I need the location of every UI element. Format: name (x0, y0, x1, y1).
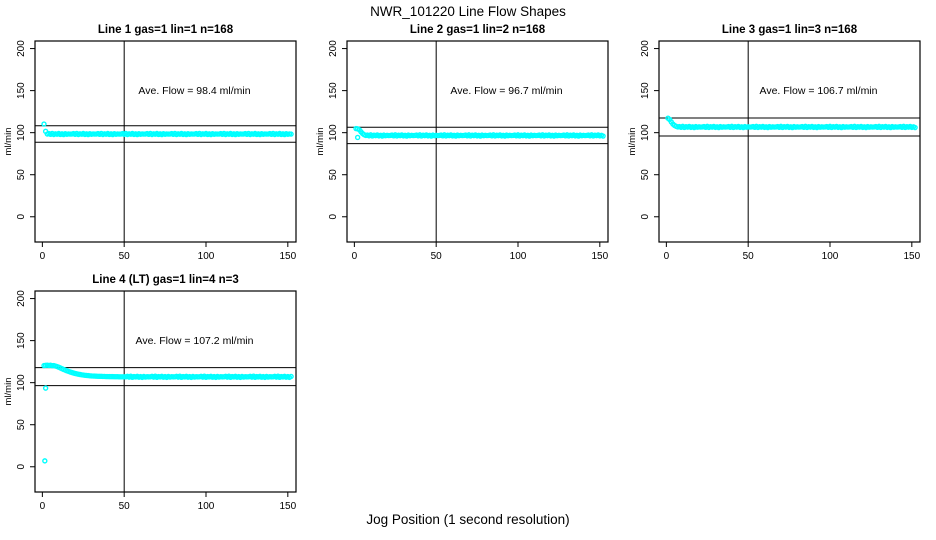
y-tick-label: 50 (16, 169, 27, 181)
y-tick-label: 200 (640, 40, 651, 57)
x-tick-label: 150 (903, 251, 920, 262)
y-tick-label: 100 (640, 124, 651, 141)
y-tick-label: 0 (16, 464, 27, 470)
panel-line-2: Line 2 gas=1 lin=2 n=168 ml/min 0 50 100 15… (315, 24, 609, 262)
y-tick-label: 50 (16, 419, 27, 431)
panel-title: Line 1 gas=1 lin=1 n=168 (98, 24, 234, 36)
panel-title: Line 4 (LT) gas=1 lin=4 n=3 (92, 274, 238, 286)
y-tick-label: 0 (640, 214, 651, 220)
data-point (354, 134, 361, 141)
y-tick-label: 150 (16, 332, 27, 349)
x-tick-label: 50 (743, 251, 755, 262)
y-tick-label: 50 (328, 169, 339, 181)
plot-box (658, 40, 921, 243)
panel-line-4: Line 4 (LT) gas=1 lin=4 n=3 ml/min 0 50 10… (3, 274, 297, 512)
x-tick-label: 150 (279, 251, 296, 262)
y-tick-label: 0 (328, 214, 339, 220)
data-point (912, 124, 918, 131)
x-tick-label: 100 (510, 251, 527, 262)
y-tick-label: 200 (16, 290, 27, 307)
figure-title: NWR_101220 Line Flow Shapes (370, 4, 566, 19)
plot-area: 0 50 100 150 0 50 100 150 200 (16, 40, 297, 262)
data-point (42, 385, 49, 391)
data-point (42, 458, 48, 464)
x-tick-label: 0 (352, 251, 358, 262)
average-flow-annotation: Ave. Flow = 96.7 ml/min (450, 85, 562, 97)
y-tick-label: 200 (16, 40, 27, 57)
y-tick-label: 100 (16, 374, 27, 391)
panel-title: Line 3 gas=1 lin=3 n=168 (722, 24, 858, 36)
plot-area: 0 50 100 150 0 50 100 150 200 (328, 40, 609, 262)
y-tick-label: 0 (16, 214, 27, 220)
x-tick-label: 0 (40, 251, 46, 262)
y-tick-label: 50 (640, 169, 651, 181)
plot-area: 0 50 100 150 0 50 100 150 200 (640, 40, 921, 262)
plot-box (346, 40, 609, 243)
average-flow-annotation: Ave. Flow = 107.2 ml/min (136, 335, 254, 347)
y-tick-label: 200 (328, 40, 339, 57)
x-tick-label: 150 (279, 501, 296, 512)
plot-box (34, 290, 297, 493)
plot-box (34, 40, 297, 243)
x-tick-label: 0 (40, 501, 46, 512)
data-point (288, 373, 294, 380)
y-axis-label: ml/min (3, 378, 14, 406)
average-flow-annotation: Ave. Flow = 106.7 ml/min (760, 85, 878, 97)
plot-area: 0 50 100 150 0 50 100 150 200 (16, 290, 297, 512)
y-tick-label: 100 (328, 124, 339, 141)
y-axis-label: ml/min (3, 128, 14, 156)
data-point (600, 133, 606, 139)
x-tick-label: 0 (664, 251, 670, 262)
y-tick-label: 100 (16, 124, 27, 141)
y-tick-label: 150 (16, 82, 27, 99)
x-tick-label: 100 (198, 501, 215, 512)
data-point (41, 121, 47, 127)
average-flow-annotation: Ave. Flow = 98.4 ml/min (138, 85, 250, 97)
panel-line-1: Line 1 gas=1 lin=1 n=168 ml/min 0 50 100 15… (3, 24, 297, 262)
panel-title: Line 2 gas=1 lin=2 n=168 (410, 24, 546, 36)
x-tick-label: 50 (119, 251, 131, 262)
x-tick-label: 100 (198, 251, 215, 262)
y-axis-label: ml/min (627, 128, 638, 156)
x-tick-label: 50 (119, 501, 131, 512)
x-tick-label: 50 (431, 251, 443, 262)
y-tick-label: 150 (328, 82, 339, 99)
y-tick-label: 150 (640, 82, 651, 99)
x-tick-label: 100 (822, 251, 839, 262)
panel-line-3: Line 3 gas=1 lin=3 n=168 ml/min 0 50 100 15… (627, 24, 921, 262)
x-axis-title: Jog Position (1 second resolution) (366, 512, 569, 527)
y-axis-label: ml/min (315, 128, 326, 156)
data-point (288, 131, 294, 137)
x-tick-label: 150 (591, 251, 608, 262)
